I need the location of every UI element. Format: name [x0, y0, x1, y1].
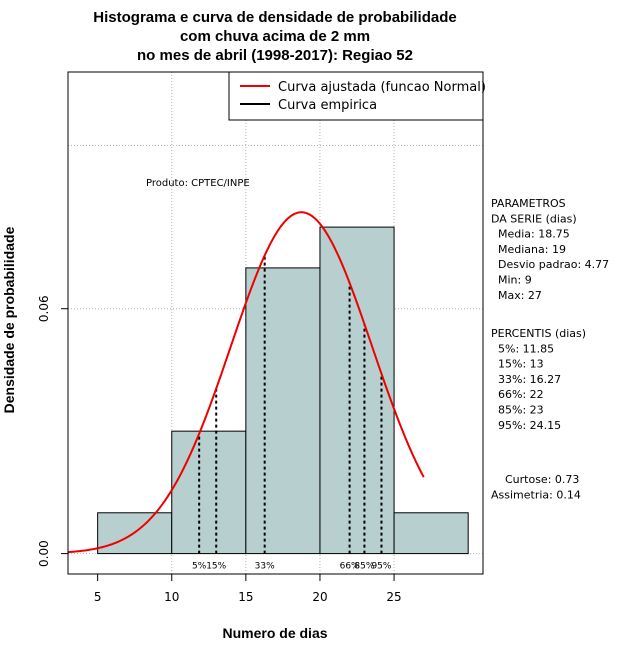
histogram-bars [97, 226, 469, 555]
normal-curve [67, 211, 425, 554]
percentis-line-2: 15%: 13 [491, 358, 544, 371]
title-line-3: no mes de abril (1998-2017): Regiao 52 [137, 47, 413, 64]
y-axis-title: Densidade de probabilidade [1, 226, 17, 413]
title-line-1: Histograma e curva de densidade de proba… [93, 9, 456, 26]
parametros-line-5: Min: 9 [491, 274, 532, 287]
percentis-line-1: 5%: 11.85 [491, 342, 554, 355]
x-tick-label-1: 10 [164, 590, 179, 604]
x-tick-label-2: 15 [238, 590, 253, 604]
percentile-label-5%: 5% [192, 562, 207, 572]
parametros-line-3: Mediana: 19 [491, 243, 566, 256]
chart-title: Histograma e curva de densidade de proba… [93, 9, 456, 64]
histogram-bar-1 [171, 430, 247, 555]
percentis-line-0: PERCENTIS (dias) [491, 327, 586, 340]
percentis-line-4: 66%: 22 [491, 388, 544, 401]
statistics-panel: PARAMETROS DA SERIE (dias) Media: 18.75 M… [491, 197, 609, 501]
parametros-line-0: PARAMETROS [491, 197, 566, 210]
parametros-line-6: Max: 27 [491, 289, 542, 302]
histogram-bar-4 [393, 512, 469, 555]
y-axis: 0.00 0.06 [37, 295, 69, 567]
parametros-line-1: DA SERIE (dias) [491, 212, 577, 225]
percentile-lines: 5% 15% 33% 66%85%95% [192, 255, 392, 572]
title-line-2: com chuva acima de 2 mm [180, 28, 370, 45]
parametros-line-4: Desvio padrao: 4.77 [491, 258, 609, 271]
percentis-line-3: 33%: 16.27 [491, 373, 561, 386]
x-axis: 5 10 15 20 25 [94, 573, 402, 604]
y-tick-label-1: 0.06 [37, 295, 51, 322]
x-axis-title: Numero de dias [222, 625, 327, 641]
histogram-bar-3 [319, 226, 395, 555]
percentis-line-6: 95%: 24.15 [491, 419, 561, 432]
percentile-label-95%: 95% [371, 562, 391, 572]
x-tick-label-3: 20 [312, 590, 327, 604]
histogram-bar-2 [245, 267, 321, 555]
stats-line-1: Assimetria: 0.14 [491, 488, 581, 501]
legend-label-empirical: Curva empirica [278, 98, 377, 113]
parametros-line-2: Media: 18.75 [491, 228, 570, 241]
percentile-label-33%: 33% [255, 562, 275, 572]
x-tick-label-4: 25 [386, 590, 401, 604]
stats-line-0: Curtose: 0.73 [491, 473, 579, 486]
percentis-line-5: 85%: 23 [491, 404, 544, 417]
percentile-label-85%: 85% [354, 562, 374, 572]
percentile-label-15%: 15% [206, 562, 226, 572]
percentile-label-66%: 66% [340, 562, 360, 572]
y-tick-label-0: 0.00 [37, 540, 51, 567]
product-annotation: Produto: CPTEC/INPE [146, 178, 250, 189]
x-tick-label-0: 5 [94, 590, 102, 604]
legend-label-fitted: Curva ajustada (funcao Normal) [278, 80, 486, 95]
legend: Curva ajustada (funcao Normal) Curva emp… [228, 71, 486, 121]
legend-box [228, 71, 484, 121]
